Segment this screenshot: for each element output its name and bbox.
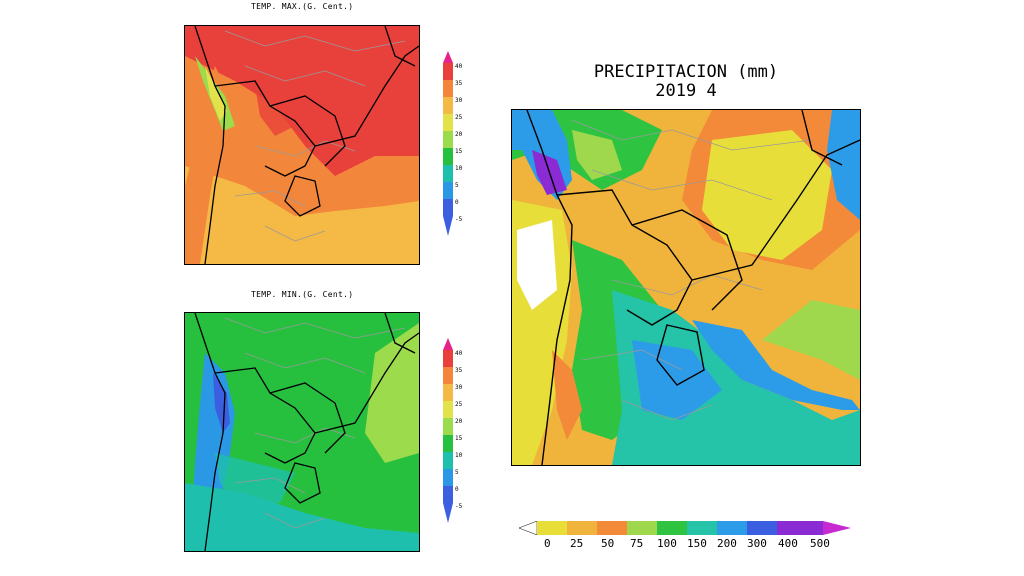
tmin-map xyxy=(184,312,420,552)
precip-cbar-label: 25 xyxy=(570,537,584,550)
precip-cbar-label: 0 xyxy=(544,537,551,550)
tmax-cbar-label: 0 xyxy=(455,199,459,206)
tmax-cbar-label: 35 xyxy=(455,80,463,87)
precip-cbar-label: 500 xyxy=(810,537,830,550)
tmin-cbar-label: 20 xyxy=(455,418,463,425)
tmin-cbar-label: 5 xyxy=(455,469,459,476)
tmin-cbar-label: 30 xyxy=(455,384,463,391)
precip-map xyxy=(511,109,861,466)
tmax-map xyxy=(184,25,420,265)
tmax-cbar-label: 20 xyxy=(455,131,463,138)
precip-cbar-label: 300 xyxy=(747,537,767,550)
precip-cbar-label: 50 xyxy=(601,537,615,550)
precip-title-line2: 2019 4 xyxy=(655,81,717,101)
tmax-title: TEMP. MAX.(G. Cent.) xyxy=(251,2,354,11)
tmin-cbar-label: 25 xyxy=(455,401,463,408)
tmax-cbar-label: 30 xyxy=(455,97,463,104)
tmin-cbar-label: 15 xyxy=(455,435,463,442)
precip-title-line1: PRECIPITACION (mm) xyxy=(593,62,779,82)
tmin-title: TEMP. MIN.(G. Cent.) xyxy=(251,290,354,299)
precip-cbar-label: 75 xyxy=(630,537,644,550)
tmax-cbar-label: -5 xyxy=(455,216,463,223)
tmin-cbar-label: -5 xyxy=(455,503,463,510)
tmin-cbar-label: 40 xyxy=(455,350,463,357)
tmax-cbar-label: 10 xyxy=(455,165,463,172)
precip-cbar-label: 200 xyxy=(717,537,737,550)
precip-cbar-label: 150 xyxy=(687,537,707,550)
precip-colorbar xyxy=(518,520,851,536)
tmax-cbar-label: 25 xyxy=(455,114,463,121)
tmin-cbar-label: 10 xyxy=(455,452,463,459)
tmax-cbar-label: 40 xyxy=(455,63,463,70)
tmax-colorbar xyxy=(443,51,453,236)
tmax-cbar-label: 15 xyxy=(455,148,463,155)
precip-title: PRECIPITACION (mm) 2019 4 xyxy=(556,63,816,101)
precip-cbar-label: 400 xyxy=(778,537,798,550)
precip-cbar-label: 100 xyxy=(657,537,677,550)
tmin-cbar-label: 0 xyxy=(455,486,459,493)
tmax-cbar-label: 5 xyxy=(455,182,459,189)
tmin-colorbar xyxy=(443,338,453,523)
tmin-cbar-label: 35 xyxy=(455,367,463,374)
